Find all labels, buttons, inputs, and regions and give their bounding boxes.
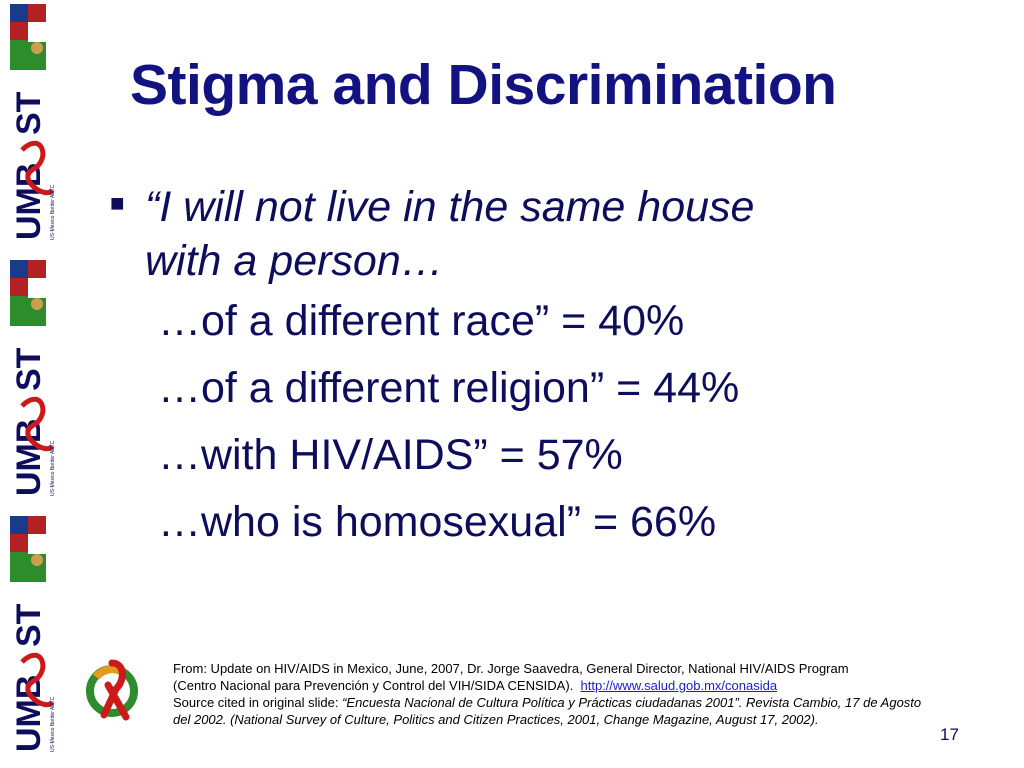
source-org: (Centro Nacional para Prevención y Contr… xyxy=(173,678,574,693)
badge-tagline: US-Mexico Border AETC xyxy=(50,696,56,752)
survey-item: …with HIV/AIDS” = 57% xyxy=(158,431,623,479)
sidebar-badges: UMB ST US-Mexico Border AETC UMB ST US-M… xyxy=(0,0,62,768)
umbast-badge: UMB ST US-Mexico Border AETC xyxy=(2,256,60,506)
source-citation: From: Update on HIV/AIDS in Mexico, June… xyxy=(173,660,933,728)
quote-block: “I will not live in the same house with … xyxy=(145,180,754,288)
badge-tagline: US-Mexico Border AETC xyxy=(50,184,56,240)
umbast-badge: UMB ST US-Mexico Border AETC xyxy=(2,512,60,762)
badge-mark-text: ST xyxy=(10,91,48,135)
survey-item: …of a different religion” = 44% xyxy=(158,364,740,412)
badge-mark-text: ST xyxy=(10,603,48,647)
flags-icon: UMB ST US-Mexico Border AETC xyxy=(2,512,60,762)
source-cited-label: Source cited in original slide: xyxy=(173,695,343,710)
source-cited-text: “Encuesta Nacional de Cultura Política y… xyxy=(173,695,922,727)
censida-logo xyxy=(82,655,146,725)
slide-number: 17 xyxy=(940,725,959,744)
square-bullet-icon: ■ xyxy=(110,190,125,217)
survey-item: …of a different race” = 40% xyxy=(158,297,685,345)
ribbon-logo-icon xyxy=(86,659,138,721)
slide-title: Stigma and Discrimination xyxy=(130,53,837,117)
quote-bullet: ■ “I will not live in the same house wit… xyxy=(110,180,990,288)
quote-line: “I will not live in the same house xyxy=(145,183,755,231)
quote-line: with a person… xyxy=(145,237,444,285)
badge-tagline: US-Mexico Border AETC xyxy=(50,440,56,496)
source-line: From: Update on HIV/AIDS in Mexico, June… xyxy=(173,661,849,676)
flags-icon: UMB ST US-Mexico Border AETC xyxy=(2,0,60,250)
badge-mark-text: ST xyxy=(10,347,48,391)
survey-item: …who is homosexual” = 66% xyxy=(158,498,717,546)
slide-body: ■ “I will not live in the same house wit… xyxy=(110,180,990,556)
source-cited: Source cited in original slide: “Encuest… xyxy=(173,694,933,728)
flags-icon: UMB ST US-Mexico Border AETC xyxy=(2,256,60,506)
source-line-2: (Centro Nacional para Prevención y Contr… xyxy=(173,677,933,694)
umbast-badge: UMB ST US-Mexico Border AETC xyxy=(2,0,60,250)
source-link[interactable]: http://www.salud.gob.mx/conasida xyxy=(580,678,778,693)
